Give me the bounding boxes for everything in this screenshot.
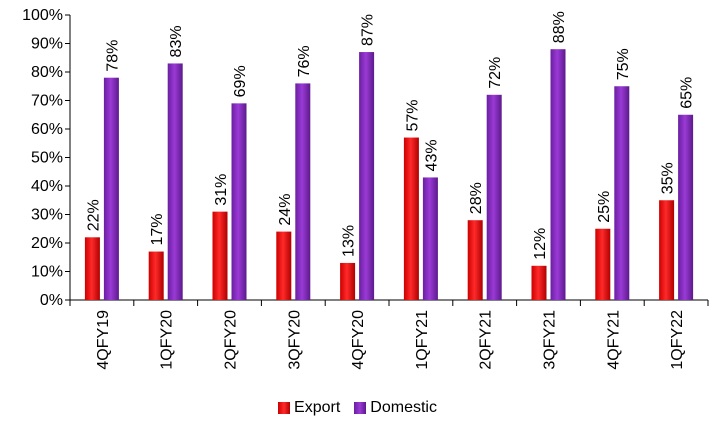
data-label-export: 17% — [149, 214, 166, 246]
legend-swatch-export — [278, 402, 291, 414]
y-tick-label: 60% — [31, 121, 63, 138]
legend: Export Domestic — [0, 399, 715, 417]
legend-label-domestic: Domestic — [370, 399, 437, 416]
bar-export — [276, 231, 292, 300]
bar-domestic — [103, 77, 119, 300]
y-tick-label: 40% — [31, 178, 63, 195]
data-label-domestic: 76% — [296, 45, 313, 77]
y-tick-label: 80% — [31, 64, 63, 81]
data-label-export: 13% — [341, 225, 358, 257]
y-tick-label: 30% — [31, 207, 63, 224]
x-axis: 4QFY19 1QFY20 2QFY20 3QFY20 4QFY20 1QFY21 2QFY… — [69, 299, 709, 370]
data-label-export: 28% — [468, 182, 485, 214]
data-label-export: 24% — [277, 194, 294, 226]
bar-domestic — [167, 63, 183, 301]
y-tick-label: 70% — [31, 93, 63, 110]
data-label-export: 25% — [596, 191, 613, 223]
legend-item-export: Export — [278, 399, 340, 417]
bar-export — [595, 228, 611, 300]
bar-domestic — [231, 103, 247, 300]
bar-export — [659, 200, 675, 300]
y-tick-label: 90% — [31, 36, 63, 53]
data-label-domestic: 88% — [551, 11, 568, 43]
bar-domestic — [359, 52, 375, 300]
bar-export — [212, 211, 228, 300]
data-label-domestic: 65% — [679, 77, 696, 109]
legend-label-export: Export — [294, 399, 341, 416]
x-tick-label: 1QFY20 — [159, 310, 176, 370]
x-tick-label: 4QFY21 — [605, 310, 622, 370]
bar-domestic — [422, 177, 438, 300]
x-tick-label: 2QFY21 — [478, 310, 495, 370]
bar-domestic — [614, 86, 630, 300]
bar-domestic — [486, 94, 502, 300]
bar-export — [467, 220, 483, 300]
x-tick-label: 3QFY20 — [286, 310, 303, 370]
data-label-domestic: 83% — [168, 25, 185, 57]
data-labels: 22% 17% 31% 24% 13% 57% 28% 12% 25% 35% 78% 83% 69% 7… — [85, 11, 695, 260]
bar-domestic — [678, 114, 694, 300]
data-label-export: 12% — [532, 228, 549, 260]
data-label-export: 35% — [660, 162, 677, 194]
x-tick-label: 2QFY20 — [223, 310, 240, 370]
data-label-domestic: 78% — [104, 40, 121, 72]
data-label-export: 57% — [404, 100, 421, 132]
x-tick-label: 4QFY20 — [350, 310, 367, 370]
y-tick-label: 100% — [22, 7, 63, 24]
data-label-domestic: 43% — [423, 139, 440, 171]
y-tick-label: 50% — [31, 150, 63, 167]
x-tick-label: 4QFY19 — [95, 310, 112, 370]
x-tick-label: 1QFY21 — [414, 310, 431, 370]
legend-swatch-domestic — [354, 402, 367, 414]
bars — [84, 49, 694, 301]
legend-item-domestic: Domestic — [354, 399, 437, 417]
data-label-export: 22% — [85, 199, 102, 231]
bar-domestic — [295, 83, 311, 301]
data-label-domestic: 72% — [487, 57, 504, 89]
data-label-domestic: 69% — [232, 65, 249, 97]
bar-export — [84, 237, 100, 300]
bar-export — [531, 265, 547, 300]
bar-export — [403, 137, 419, 300]
data-label-export: 31% — [213, 174, 230, 206]
y-tick-label: 20% — [31, 235, 63, 252]
bar-export — [340, 262, 356, 300]
y-tick-label: 0% — [40, 292, 63, 309]
x-tick-label: 3QFY21 — [542, 310, 559, 370]
y-tick-label: 10% — [31, 264, 63, 281]
y-axis: 0% 10% 20% 30% 40% 50% 60% 70% 80% 90% 100% — [22, 7, 71, 309]
data-label-domestic: 75% — [615, 48, 632, 80]
x-tick-label: 1QFY22 — [669, 310, 686, 370]
bar-export — [148, 251, 164, 300]
data-label-domestic: 87% — [360, 14, 377, 46]
bar-domestic — [550, 49, 566, 301]
